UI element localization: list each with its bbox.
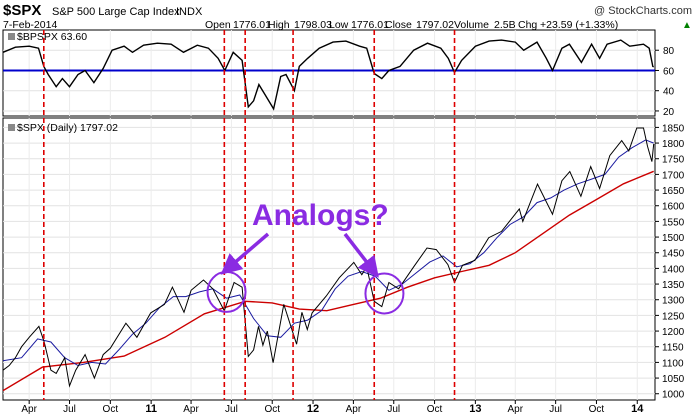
price-legend-text: $SPX (Daily) 1797.02	[17, 122, 118, 134]
analog-annotations: Analogs?	[206, 199, 405, 315]
indicator-legend-swatch	[8, 33, 15, 40]
high-label: High	[268, 19, 290, 31]
low-value: 1776.01	[351, 19, 389, 31]
price-y-tick-label: 1350	[662, 280, 685, 291]
indicator-y-ticks: 20 40 60 80	[655, 46, 675, 118]
price-y-tick-label: 1400	[662, 264, 685, 275]
x-tick-label: Jul	[549, 404, 562, 415]
indicator-y-tick-label: 40	[663, 87, 675, 98]
price-y-tick-label: 1550	[662, 217, 685, 228]
x-tick-label: Oct	[264, 404, 280, 415]
open-label: Open	[205, 19, 231, 31]
indicator-legend-text: $BPSPX 63.60	[17, 31, 87, 43]
analogs-annotation-text: Analogs?	[252, 199, 389, 232]
price-y-tick-label: 1000	[662, 390, 685, 401]
price-legend-swatch	[8, 124, 15, 131]
x-tick-label: 14	[631, 403, 644, 415]
indicator-y-tick-label: 80	[663, 46, 675, 57]
x-tick-label: Apr	[183, 404, 199, 415]
price-y-tick-label: 1450	[662, 249, 685, 260]
volume-label: Volume	[454, 19, 489, 31]
price-y-tick-label: 1600	[662, 202, 685, 213]
price-y-tick-label: 1300	[662, 296, 685, 307]
x-tick-label: 13	[469, 403, 481, 415]
x-tick-label: Oct	[589, 404, 605, 415]
analog-circle	[364, 272, 405, 315]
chg-label: Chg	[518, 19, 537, 31]
x-tick-label: Oct	[103, 404, 119, 415]
x-axis-ticks: Apr Jul Oct 11 Apr Jul Oct 12 Apr Jul Oct 13 Apr Jul O…	[21, 400, 644, 415]
price-y-tick-label: 1050	[662, 374, 685, 385]
chg-up-arrow-icon: ▲	[682, 20, 692, 31]
chart-date: 7-Feb-2014	[3, 19, 57, 31]
price-y-tick-label: 1200	[662, 327, 685, 338]
indicator-gridlines	[3, 30, 655, 116]
volume-value: 2.5B	[494, 19, 516, 31]
chart-index-name: S&P 500 Large Cap Index	[52, 6, 180, 18]
price-y-tick-label: 1150	[662, 343, 684, 354]
price-y-tick-label: 1250	[662, 311, 685, 322]
price-y-tick-label: 1500	[662, 233, 685, 244]
high-value: 1798.03	[294, 19, 332, 31]
price-y-tick-label: 1750	[662, 155, 685, 166]
analog-arrow	[220, 232, 270, 275]
price-y-tick-label: 1850	[662, 123, 685, 134]
price-y-tick-label: 1100	[662, 358, 684, 369]
close-value: 1797.02	[416, 19, 454, 31]
x-tick-label: Jul	[387, 404, 400, 415]
chg-value: +23.59 (+1.33%)	[540, 19, 618, 31]
ohlc-readout: Open 1776.01 High 1798.03 Low 1776.01 Cl…	[205, 19, 692, 31]
price-panel	[2, 117, 656, 401]
chart-exchange: INDX	[176, 6, 203, 18]
indicator-y-tick-label: 60	[663, 66, 675, 77]
price-y-tick-label: 1700	[662, 170, 685, 181]
x-tick-label: Apr	[346, 404, 362, 415]
open-value: 1776.01	[233, 19, 271, 31]
x-tick-label: 11	[145, 403, 157, 415]
price-y-tick-label: 1800	[662, 139, 685, 150]
x-tick-label: Apr	[21, 404, 37, 415]
spx-price-line	[2, 127, 655, 388]
analog-arrow	[343, 232, 379, 278]
bpspx-series-line	[2, 39, 654, 111]
indicator-y-tick-label: 20	[663, 107, 675, 118]
x-tick-label: Jul	[63, 404, 76, 415]
vertical-markers	[43, 30, 456, 400]
price-y-ticks: 1000 1050 1100 1150 1200 1250 1300 1350 1400 1450…	[655, 123, 685, 401]
x-tick-label: Jul	[225, 404, 238, 415]
x-tick-label: Oct	[427, 404, 443, 415]
price-legend: $SPX (Daily) 1797.02	[8, 122, 118, 134]
indicator-legend: $BPSPX 63.60	[8, 31, 87, 43]
low-label: Low	[329, 19, 349, 31]
x-tick-label: 12	[307, 403, 319, 415]
chart-symbol: $SPX	[3, 2, 41, 19]
short-moving-average-line	[2, 139, 654, 367]
stockcharts-watermark: @ StockCharts.com	[594, 5, 692, 17]
x-tick-label: Apr	[508, 404, 524, 415]
price-y-tick-label: 1650	[662, 186, 685, 197]
close-label: Close	[385, 19, 412, 31]
